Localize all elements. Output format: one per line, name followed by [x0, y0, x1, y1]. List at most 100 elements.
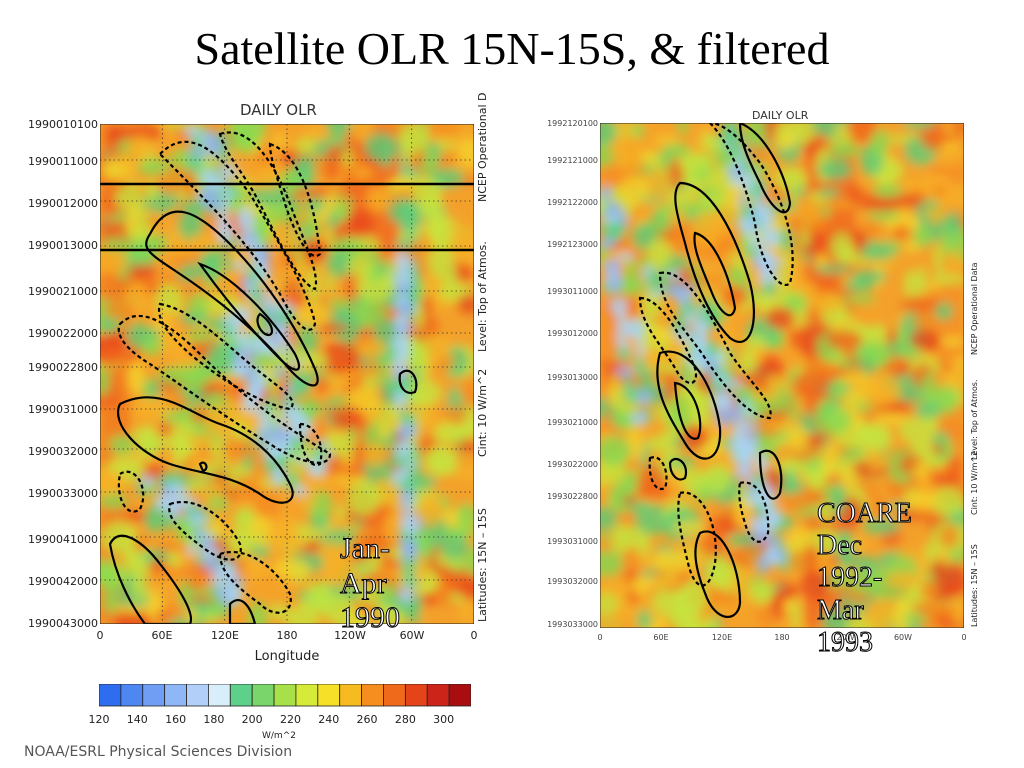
- side-info-label: NCEP Operational D: [476, 92, 489, 203]
- heatmap-convection: [232, 262, 249, 271]
- y-tick-label: 1993031000: [547, 537, 598, 546]
- heatmap-cell: [804, 542, 818, 577]
- heatmap-convection: [253, 370, 266, 387]
- right-filtered-contours: [638, 123, 794, 619]
- colorbar-tick-label: 240: [318, 713, 340, 726]
- heatmap-cell: [902, 612, 929, 623]
- heatmap-cell: [398, 124, 429, 153]
- heatmap-cell: [443, 525, 474, 537]
- heatmap-cell: [255, 491, 280, 520]
- heatmap-convection: [400, 489, 415, 502]
- heatmap-convection: [721, 394, 732, 413]
- heatmap-convection: [272, 426, 288, 439]
- heatmap-cell: [191, 231, 226, 253]
- heatmap-cell: [783, 294, 808, 311]
- heatmap-cell: [620, 175, 649, 206]
- heatmap-cell: [125, 135, 154, 162]
- credit: NOAA/ESRL Physical Sciences Division: [24, 744, 293, 760]
- heatmap-cell: [773, 590, 784, 615]
- heatmap-cell: [350, 124, 375, 142]
- positive-contour: [198, 461, 208, 473]
- heatmap-cell: [946, 247, 962, 278]
- y-tick-label: 1993032000: [547, 577, 598, 586]
- heatmap-cell: [946, 211, 962, 237]
- heatmap-cell: [826, 329, 863, 351]
- heatmap-cell: [790, 223, 826, 232]
- heatmap-cell: [127, 360, 144, 394]
- y-tick-label: 1990013000: [28, 239, 98, 252]
- heatmap-cell: [346, 386, 381, 412]
- heatmap-cell: [630, 576, 650, 596]
- y-tick-label: 1992122000: [547, 198, 598, 207]
- heatmap-cell: [758, 419, 797, 432]
- heatmap-cell: [421, 333, 452, 362]
- positive-contour: [673, 381, 702, 440]
- heatmap-convection: [623, 375, 633, 389]
- side-info-label: Cint: 10 W/m^2: [476, 368, 489, 457]
- left-gridlines: [100, 124, 474, 624]
- heatmap-cell: [145, 180, 158, 203]
- heatmap-cell: [838, 459, 858, 491]
- heatmap-convection: [212, 568, 225, 589]
- heatmap-cell: [281, 277, 305, 311]
- y-tick-label: 1990022000: [28, 327, 98, 340]
- heatmap-cell: [749, 581, 775, 605]
- heatmap-convection: [741, 401, 751, 409]
- heatmap-cell: [418, 593, 439, 606]
- heatmap-cell: [867, 209, 900, 221]
- y-tick-label: 1992121000: [547, 156, 598, 165]
- heatmap-cell: [347, 366, 385, 377]
- right-annotation-line-2: Dec 1992-: [817, 530, 883, 594]
- heatmap-convection: [221, 150, 230, 163]
- negative-contour: [648, 456, 668, 491]
- heatmap-cell: [335, 504, 347, 520]
- heatmap-cell: [297, 321, 319, 356]
- heatmap-cell: [137, 158, 170, 176]
- heatmap-cell: [233, 475, 262, 502]
- heatmap-convection: [218, 224, 234, 244]
- y-tick-label: 1993021000: [547, 418, 598, 427]
- heatmap-cell: [885, 571, 919, 588]
- heatmap-convection: [274, 367, 285, 378]
- heatmap-convection: [397, 300, 416, 315]
- heatmap-cell: [272, 558, 311, 579]
- x-tick-label: 180: [774, 633, 790, 642]
- heatmap-cell: [613, 149, 646, 172]
- colorbar-swatch: [383, 684, 406, 707]
- heatmap-cell: [628, 501, 651, 513]
- heatmap-convection: [666, 286, 686, 299]
- heatmap-convection: [636, 390, 652, 405]
- heatmap-cell: [831, 483, 846, 517]
- negative-contour: [117, 470, 145, 513]
- negative-contour: [738, 481, 770, 543]
- heatmap-cell: [150, 565, 191, 580]
- heatmap-cell: [100, 466, 125, 495]
- heatmap-convection: [288, 360, 304, 367]
- heatmap-cell: [422, 295, 433, 317]
- heatmap-cell: [929, 476, 962, 486]
- right-annotation-line-1: COARE: [817, 497, 913, 529]
- right-annotation: COARE Dec 1992- Mar 1993: [817, 497, 913, 659]
- y-tick-label: 1993013000: [547, 373, 598, 382]
- heatmap-convection: [610, 274, 622, 292]
- colorbar-tick-label: 300: [433, 713, 455, 726]
- heatmap-cell: [114, 186, 143, 210]
- colorbar-swatch: [404, 684, 428, 707]
- heatmap-cell: [678, 123, 688, 137]
- heatmap-cell: [821, 441, 841, 476]
- heatmap-cell: [631, 223, 657, 251]
- heatmap-convection: [762, 281, 776, 297]
- heatmap-cell: [757, 604, 777, 628]
- heatmap-cell: [323, 148, 341, 182]
- heatmap-convection: [312, 449, 327, 462]
- negative-contour: [638, 296, 698, 385]
- colorbar-swatch: [426, 684, 450, 707]
- heatmap-cell: [351, 299, 386, 327]
- heatmap-cell: [835, 529, 854, 564]
- heatmap-convection: [272, 466, 284, 488]
- heatmap-cell: [807, 293, 846, 313]
- heatmap-cell: [327, 299, 355, 310]
- heatmap-cell: [800, 570, 831, 600]
- colorbar-swatch: [120, 684, 144, 707]
- heatmap-cell: [600, 506, 618, 532]
